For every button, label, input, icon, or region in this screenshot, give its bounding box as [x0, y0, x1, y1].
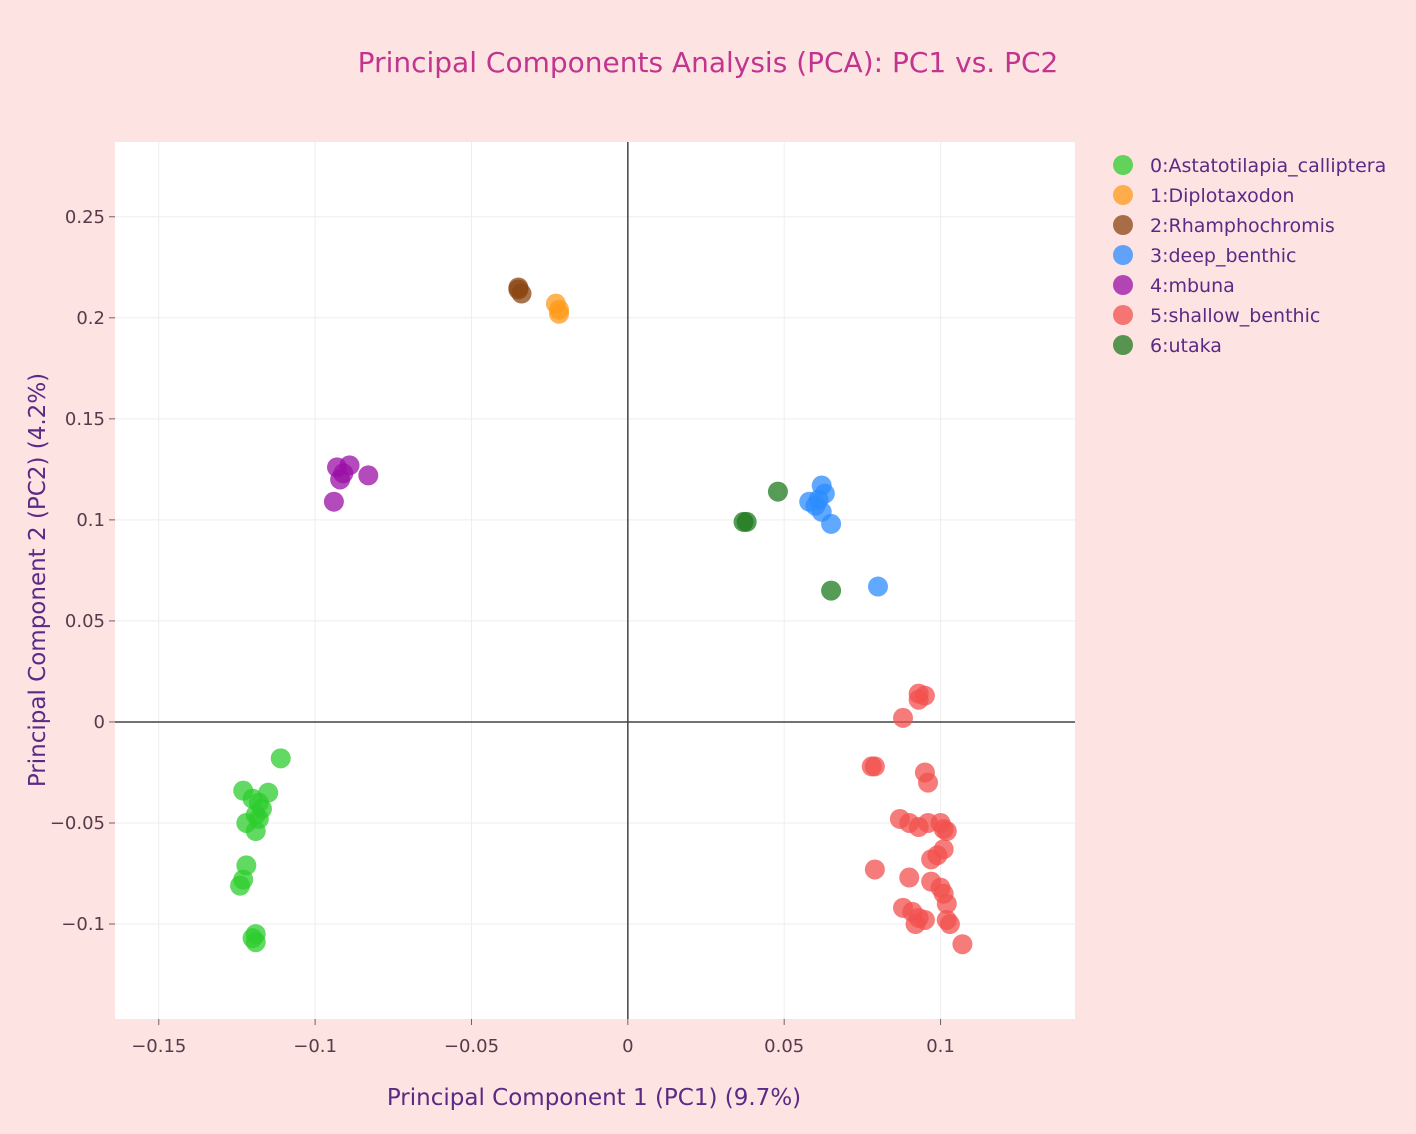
- data-point: [549, 303, 570, 324]
- data-point: [921, 849, 942, 870]
- data-point: [733, 511, 754, 532]
- data-point: [821, 513, 842, 534]
- legend-label: 6:utaka: [1150, 335, 1222, 357]
- y-axis-ticks: −0.1 −0.05 0 0.05 0.1 0.15 0.2 0.25: [50, 207, 115, 935]
- legend-marker: [1113, 305, 1133, 325]
- series-group: [861, 683, 973, 955]
- data-point: [867, 576, 888, 597]
- legend-label: 3:deep_benthic: [1150, 245, 1297, 267]
- data-point: [508, 279, 529, 300]
- y-tick-label: 0: [94, 712, 105, 733]
- x-tick-label: −0.15: [131, 1036, 186, 1057]
- data-point: [899, 867, 920, 888]
- series-group: [545, 293, 570, 324]
- y-axis-label: Principal Component 2 (PC2) (4.2%): [25, 373, 51, 787]
- series-group: [799, 475, 888, 597]
- x-tick-label: −0.05: [444, 1036, 499, 1057]
- x-tick-label: −0.1: [293, 1036, 337, 1057]
- data-point: [939, 914, 960, 935]
- data-point: [767, 481, 788, 502]
- points-layer: [230, 277, 973, 955]
- data-point: [821, 580, 842, 601]
- legend[interactable]: 0:Astatotilapia_calliptera 1:Diplotaxodon…: [1113, 155, 1386, 357]
- y-tick-label: 0.25: [65, 207, 105, 228]
- data-point: [270, 748, 291, 769]
- legend-item[interactable]: 3:deep_benthic: [1113, 245, 1297, 267]
- x-tick-label: 0.05: [764, 1036, 804, 1057]
- legend-label: 0:Astatotilapia_calliptera: [1150, 155, 1386, 177]
- data-point: [330, 469, 351, 490]
- legend-label: 5:shallow_benthic: [1150, 305, 1320, 327]
- data-point: [323, 491, 344, 512]
- legend-item[interactable]: 2:Rhamphochromis: [1113, 215, 1335, 237]
- data-point: [952, 934, 973, 955]
- x-axis-label: Principal Component 1 (PC1) (9.7%): [387, 1085, 801, 1111]
- legend-marker: [1113, 275, 1133, 295]
- data-point: [864, 859, 885, 880]
- chart-title: Principal Components Analysis (PCA): PC1…: [358, 46, 1059, 79]
- series-group: [733, 481, 842, 601]
- legend-marker: [1113, 245, 1133, 265]
- data-point: [936, 893, 957, 914]
- legend-marker: [1113, 215, 1133, 235]
- data-point: [893, 707, 914, 728]
- x-tick-label: 0.1: [926, 1036, 955, 1057]
- data-point: [358, 465, 379, 486]
- x-axis-ticks: −0.15 −0.1 −0.05 0 0.05 0.1: [131, 1019, 955, 1057]
- y-tick-label: −0.1: [61, 914, 105, 935]
- series-group: [508, 277, 532, 304]
- y-tick-label: 0.2: [76, 308, 105, 329]
- data-point: [245, 932, 266, 953]
- grid-layer: [115, 142, 1075, 1019]
- legend-label: 4:mbuna: [1150, 275, 1235, 297]
- legend-item[interactable]: 5:shallow_benthic: [1113, 305, 1320, 327]
- legend-marker: [1113, 335, 1133, 355]
- legend-label: 1:Diplotaxodon: [1150, 185, 1294, 207]
- legend-marker: [1113, 185, 1133, 205]
- data-point: [936, 821, 957, 842]
- data-point: [918, 772, 939, 793]
- data-point: [230, 875, 251, 896]
- data-point: [864, 756, 885, 777]
- y-tick-label: 0.15: [65, 409, 105, 430]
- legend-label: 2:Rhamphochromis: [1150, 215, 1335, 237]
- legend-item[interactable]: 0:Astatotilapia_calliptera: [1113, 155, 1386, 177]
- series-group: [323, 455, 379, 512]
- x-tick-label: 0: [622, 1036, 633, 1057]
- zero-lines: [115, 142, 1075, 1019]
- legend-item[interactable]: 6:utaka: [1113, 335, 1222, 357]
- y-tick-label: 0.1: [76, 510, 105, 531]
- data-point: [905, 914, 926, 935]
- legend-item[interactable]: 1:Diplotaxodon: [1113, 185, 1294, 207]
- legend-marker: [1113, 155, 1133, 175]
- y-tick-label: −0.05: [50, 813, 105, 834]
- legend-item[interactable]: 4:mbuna: [1113, 275, 1235, 297]
- data-point: [245, 821, 266, 842]
- series-group: [230, 748, 291, 953]
- y-tick-label: 0.05: [65, 611, 105, 632]
- data-point: [908, 689, 929, 710]
